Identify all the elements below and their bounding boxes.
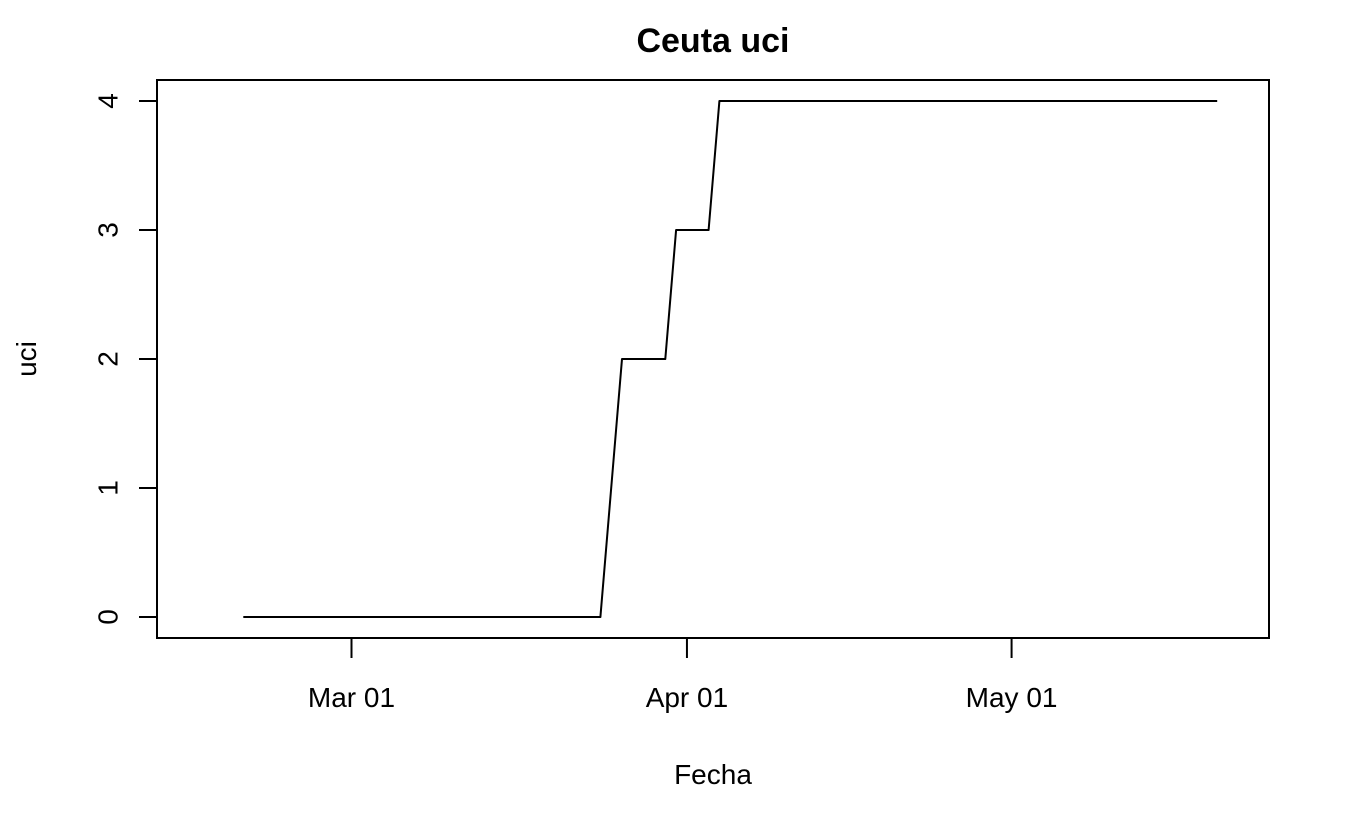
y-axis-label: uci [11,341,42,377]
series-layer [243,100,1218,618]
x-tick-label: Apr 01 [646,682,729,713]
chart-title: Ceuta uci [636,22,789,60]
x-axis-label: Fecha [674,759,752,790]
y-tick-label: 3 [92,222,123,238]
y-tick-label: 4 [92,93,123,109]
x-tick-label: May 01 [966,682,1058,713]
y-tick-label: 1 [92,480,123,496]
plot-frame [156,79,1270,639]
y-tick-label: 0 [92,609,123,625]
series-line [243,100,1218,618]
x-axis: Mar 01 Apr 01 May 01 [308,638,1058,713]
x-tick-label: Mar 01 [308,682,395,713]
y-axis: 0 1 2 3 4 [92,93,157,625]
y-tick-label: 2 [92,351,123,367]
